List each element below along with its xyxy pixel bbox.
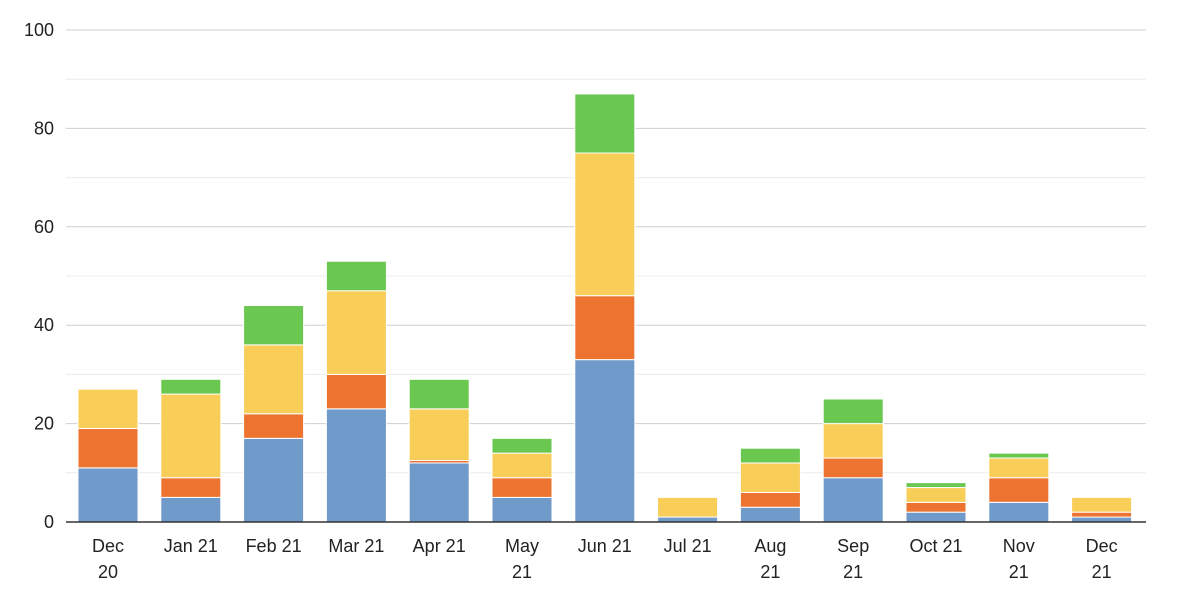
y-tick-label: 20 [34,414,54,434]
x-tick-label: 21 [512,562,532,582]
bar-segment-series-3 [574,152,636,297]
x-tick-label: 21 [760,562,780,582]
bar-segment-series-4 [905,482,967,489]
bar-segment-series-1 [905,511,967,523]
bar-segment-series-1 [243,437,305,523]
bar-segment-series-1 [408,462,470,523]
bar-segment-series-2 [822,457,884,479]
x-tick-label: Aug [754,536,786,556]
bar-segment-series-4 [491,437,553,454]
bar-segment-series-1 [822,477,884,523]
bar-segment-series-2 [905,501,967,513]
bar-segment-series-3 [657,496,719,518]
x-tick-label: Jul 21 [664,536,712,556]
bar-segment-series-3 [325,290,387,375]
x-tick-label: Dec [1086,536,1118,556]
x-tick-label: Sep [837,536,869,556]
x-tick-label: May [505,536,539,556]
bar-segment-series-3 [1071,496,1133,513]
x-tick-label: Feb 21 [246,536,302,556]
bar-segment-series-3 [988,457,1050,479]
x-tick-label: 21 [1009,562,1029,582]
y-axis-ticks: 0 20 40 60 80 100 [24,20,54,532]
x-axis-ticks: Dec 20 Jan 21 Feb 21 Mar 21 Apr 21 May 21 Jun 21… [92,536,1118,582]
bar-segment-series-2 [574,295,636,361]
bar-segment-series-3 [243,344,305,415]
bar-segment-series-4 [408,378,470,410]
bar-segment-series-1 [739,506,801,523]
bar-segment-series-4 [325,260,387,292]
bar-segment-series-2 [988,477,1050,503]
bar-segment-series-2 [1071,511,1133,518]
bar-segment-series-4 [243,305,305,346]
x-tick-label: Oct 21 [909,536,962,556]
bar-segment-series-4 [160,378,222,395]
bar-segment-series-4 [988,452,1050,459]
bar-segment-series-4 [574,93,636,154]
bar-segment-series-1 [574,359,636,523]
x-tick-label: Dec [92,536,124,556]
x-tick-label: 20 [98,562,118,582]
bar-segment-series-1 [325,408,387,523]
bar-segment-series-3 [77,388,139,430]
x-tick-label: 21 [843,562,863,582]
bar-segment-series-2 [491,477,553,498]
bar-segment-series-3 [491,452,553,479]
y-tick-label: 60 [34,217,54,237]
x-tick-label: Jun 21 [578,536,632,556]
y-tick-label: 100 [24,20,54,40]
y-tick-label: 40 [34,315,54,335]
bar-segment-series-1 [988,501,1050,523]
bar-segment-series-4 [739,447,801,464]
bar-segment-series-4 [822,398,884,425]
y-tick-label: 80 [34,118,54,138]
bar-segment-series-1 [491,496,553,523]
bar-segment-series-2 [243,413,305,439]
x-tick-label: Apr 21 [413,536,466,556]
bar-segment-series-1 [77,467,139,523]
bar-segment-series-3 [160,393,222,479]
bar-segment-series-3 [739,462,801,493]
bar-segment-series-2 [739,491,801,508]
y-tick-label: 0 [44,512,54,532]
x-tick-label: Jan 21 [164,536,218,556]
bar-segment-series-3 [905,487,967,503]
x-tick-label: 21 [1092,562,1112,582]
bar-segment-series-3 [822,423,884,459]
bar-segment-series-2 [160,477,222,498]
x-tick-label: Mar 21 [328,536,384,556]
bar-segment-series-2 [325,373,387,410]
bar-segment-series-3 [408,408,470,461]
bar-segment-series-2 [77,428,139,469]
bar-segment-series-1 [160,496,222,523]
bars [77,93,1133,523]
x-tick-label: Nov [1003,536,1035,556]
